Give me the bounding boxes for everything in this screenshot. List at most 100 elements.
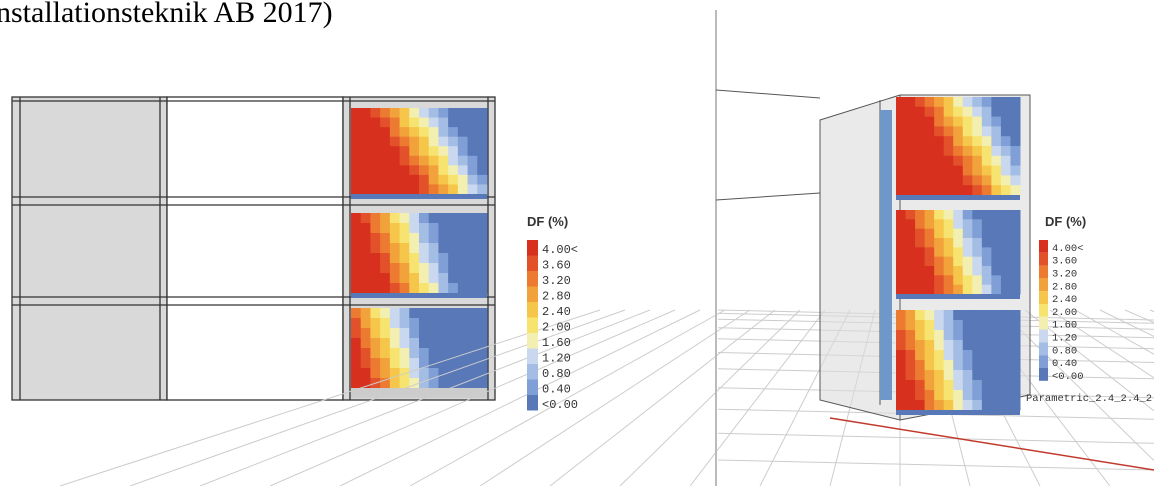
heat-cell	[409, 127, 419, 137]
heat-cell	[1010, 238, 1020, 248]
heat-cell	[925, 146, 935, 156]
heat-cell	[972, 146, 982, 156]
heat-cell	[361, 318, 371, 329]
heat-cell	[925, 390, 935, 401]
heat-cell	[896, 97, 906, 107]
heat-cell	[419, 338, 429, 349]
heat-cell	[419, 146, 429, 156]
heat-cell	[1010, 107, 1020, 117]
heat-cell	[953, 136, 963, 146]
heat-cell	[361, 328, 371, 339]
legend-swatch	[527, 287, 538, 303]
heat-cell	[982, 156, 992, 166]
heat-cell	[972, 210, 982, 220]
heat-cell	[458, 283, 468, 294]
heat-cell	[944, 360, 954, 371]
heat-cell	[934, 380, 944, 391]
heat-cell	[1001, 390, 1011, 401]
heat-cell	[400, 108, 410, 118]
heat-cell	[400, 156, 410, 166]
heat-cell	[934, 117, 944, 127]
heat-cell	[915, 117, 925, 127]
heat-cell	[963, 380, 973, 391]
heat-cell	[944, 400, 954, 411]
legend-swatch	[527, 240, 538, 256]
heat-cell	[944, 156, 954, 166]
heat-cell	[380, 146, 390, 156]
legend-swatch	[527, 256, 538, 272]
heat-cell	[390, 263, 400, 274]
heat-cell	[944, 97, 954, 107]
heat-cell	[906, 320, 916, 331]
heat-cell	[982, 400, 992, 411]
heat-cell	[400, 338, 410, 349]
legend-swatch	[1039, 304, 1048, 317]
context-line	[716, 193, 820, 200]
heat-cell	[419, 175, 429, 185]
legend-label: 2.00	[1052, 307, 1077, 319]
heat-cell	[982, 360, 992, 371]
heat-cell	[972, 275, 982, 285]
heat-cell	[1010, 266, 1020, 276]
heat-cell	[370, 338, 380, 349]
heat-cell	[380, 328, 390, 339]
heat-cell	[361, 127, 371, 137]
heat-cell	[390, 233, 400, 244]
heat-cell	[429, 146, 439, 156]
heat-cell	[896, 229, 906, 239]
heat-cell	[438, 156, 448, 166]
heat-cell	[982, 238, 992, 248]
heat-cell	[448, 175, 458, 185]
heat-cell	[982, 210, 992, 220]
heat-cell	[429, 348, 439, 359]
heat-cell	[458, 243, 468, 254]
heat-cell	[963, 117, 973, 127]
heat-cell	[925, 285, 935, 295]
heat-cell	[390, 308, 400, 319]
heat-cell	[896, 107, 906, 117]
heat-cell	[438, 243, 448, 254]
heat-cell	[361, 378, 371, 389]
heat-cell	[972, 156, 982, 166]
heat-cell	[925, 219, 935, 229]
heat-cell	[438, 118, 448, 128]
heat-cell	[915, 185, 925, 195]
heat-cell	[351, 184, 361, 194]
heat-cell	[991, 229, 1001, 239]
heat-cell	[982, 257, 992, 267]
heat-cell	[963, 238, 973, 248]
heat-cell	[351, 165, 361, 175]
heat-cell	[409, 348, 419, 359]
heat-cell	[458, 318, 468, 329]
heat-cell	[1010, 310, 1020, 321]
heat-cell	[963, 156, 973, 166]
heat-cell	[370, 368, 380, 379]
heat-cell	[468, 263, 478, 274]
legend-label: 2.40	[542, 305, 571, 319]
heat-cell	[925, 229, 935, 239]
heat-cell	[896, 166, 906, 176]
heat-cell	[429, 253, 439, 264]
heat-cell	[351, 127, 361, 137]
heat-cell	[361, 156, 371, 166]
heat-cell	[953, 257, 963, 267]
heat-cell	[915, 400, 925, 411]
heat-cell	[915, 247, 925, 257]
heat-cell	[896, 175, 906, 185]
heat-cell	[963, 310, 973, 321]
heat-cell	[963, 136, 973, 146]
heat-cell	[991, 117, 1001, 127]
heat-cell	[963, 210, 973, 220]
heat-cell	[963, 370, 973, 381]
heat-cell	[429, 223, 439, 234]
heat-cell	[370, 253, 380, 264]
heat-cell	[944, 229, 954, 239]
heatmap-left	[351, 108, 488, 398]
heat-cell	[438, 263, 448, 274]
heat-cell	[400, 137, 410, 147]
heat-cell	[972, 390, 982, 401]
heat-cell	[1001, 146, 1011, 156]
heat-cell	[361, 118, 371, 128]
heat-cell	[1001, 400, 1011, 411]
heat-cell	[351, 318, 361, 329]
